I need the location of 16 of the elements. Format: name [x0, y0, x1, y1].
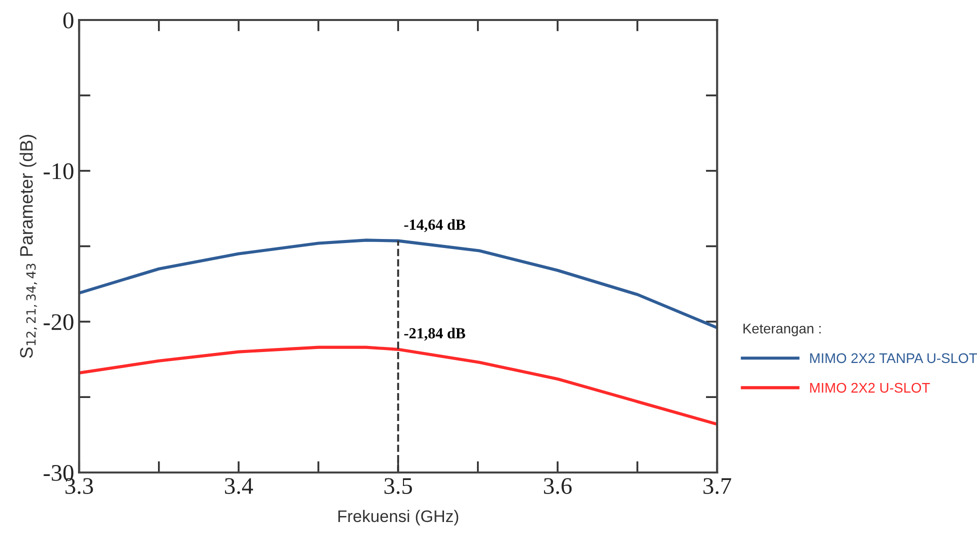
- annotation: -21,84 dB: [404, 328, 466, 341]
- y-tick-label: 0: [63, 12, 74, 28]
- x-tick-label: 3.5: [384, 478, 412, 494]
- line-series: [79, 238, 718, 330]
- annotation: -14,64 dB: [404, 219, 466, 232]
- y-tick-label: -10: [44, 163, 74, 180]
- legend-label: MIMO 2X2 U-SLOT: [810, 382, 930, 393]
- y-tick-label: -20: [44, 314, 74, 330]
- y-axis-title: S$_{12,21,34,43}$ Parameter (dB): [20, 134, 38, 358]
- line-series: [79, 346, 718, 426]
- x-tick-label: 3.4: [225, 478, 254, 494]
- x-axis-title: Frekuensi (GHz): [338, 510, 458, 526]
- legend-title: Keterangan :: [744, 324, 821, 336]
- x-tick-label: 3.7: [703, 478, 732, 494]
- x-tick-label: 3.6: [544, 478, 572, 494]
- legend-label: MIMO 2X2 TANPA U-SLOT: [810, 353, 977, 364]
